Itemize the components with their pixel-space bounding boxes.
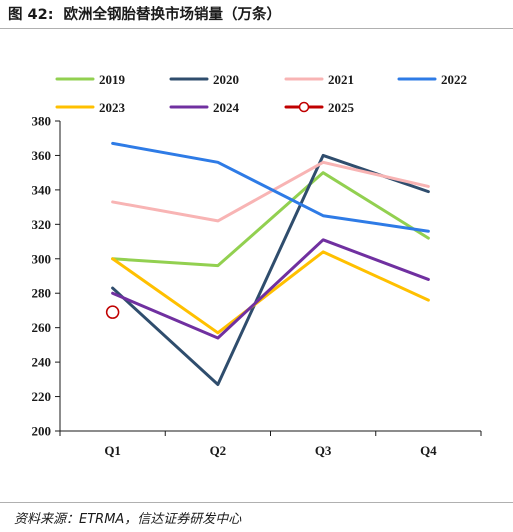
legend-label: 2023 — [99, 100, 126, 115]
legend-label: 2020 — [213, 72, 239, 87]
y-axis-tick-labels: 200 220 240 260 280 300 320 340 360 380 — [32, 114, 52, 439]
x-tick-label: Q3 — [315, 443, 332, 458]
y-tick-label: 220 — [32, 389, 52, 404]
x-tick-label: Q4 — [420, 443, 437, 458]
legend-item-2022: 2022 — [397, 72, 467, 87]
figure-title: 图 42: 欧洲全钢胎替换市场销量（万条） — [8, 3, 281, 24]
y-tick-label: 200 — [32, 424, 52, 439]
legend-item-2020: 2020 — [169, 72, 239, 87]
legend-label: 2025 — [328, 100, 355, 115]
y-tick-label: 380 — [32, 114, 52, 129]
series-lines — [105, 141, 430, 386]
y-tick-label: 340 — [32, 182, 52, 197]
figure-title-text: 欧洲全钢胎替换市场销量（万条） — [63, 7, 282, 23]
source-note: 资料来源：ETRMA，信达证券研发中心 — [14, 512, 242, 527]
legend-item-2025: 2025 — [284, 100, 355, 115]
series-line-2024 — [111, 238, 430, 340]
series-line-2023 — [111, 250, 430, 335]
legend-item-2019: 2019 — [55, 72, 126, 87]
series-line-2021 — [111, 160, 430, 223]
legend-marker — [298, 101, 310, 113]
footer-divider — [0, 502, 513, 503]
series-line-2019 — [111, 171, 430, 268]
y-tick-label: 260 — [32, 320, 52, 335]
series-point-2025 — [105, 305, 120, 319]
chart-legend: 2019 2020 2021 2022 2023 2024 2025 — [55, 72, 467, 115]
y-tick-label: 240 — [32, 355, 52, 370]
chart-axes — [55, 120, 482, 436]
legend-item-2024: 2024 — [169, 100, 240, 115]
legend-label: 2019 — [99, 72, 126, 87]
line-chart: 2019 2020 2021 2022 2023 2024 2025 200 220 240 26… — [32, 72, 482, 458]
legend-item-2021: 2021 — [284, 72, 354, 87]
legend-label: 2021 — [328, 72, 354, 87]
y-tick-label: 300 — [32, 251, 52, 266]
x-axis-tick-labels: Q1 Q2 Q3 Q4 — [104, 443, 437, 458]
legend-label: 2024 — [213, 100, 240, 115]
legend-label: 2022 — [441, 72, 467, 87]
y-tick-label: 360 — [32, 148, 52, 163]
y-tick-label: 280 — [32, 286, 52, 301]
series-line-2022 — [111, 141, 430, 233]
x-tick-label: Q1 — [104, 443, 121, 458]
figure-number: 图 42: — [8, 7, 54, 23]
legend-item-2023: 2023 — [55, 100, 126, 115]
y-tick-label: 320 — [32, 217, 52, 232]
title-divider — [0, 28, 513, 29]
x-tick-label: Q2 — [210, 443, 227, 458]
